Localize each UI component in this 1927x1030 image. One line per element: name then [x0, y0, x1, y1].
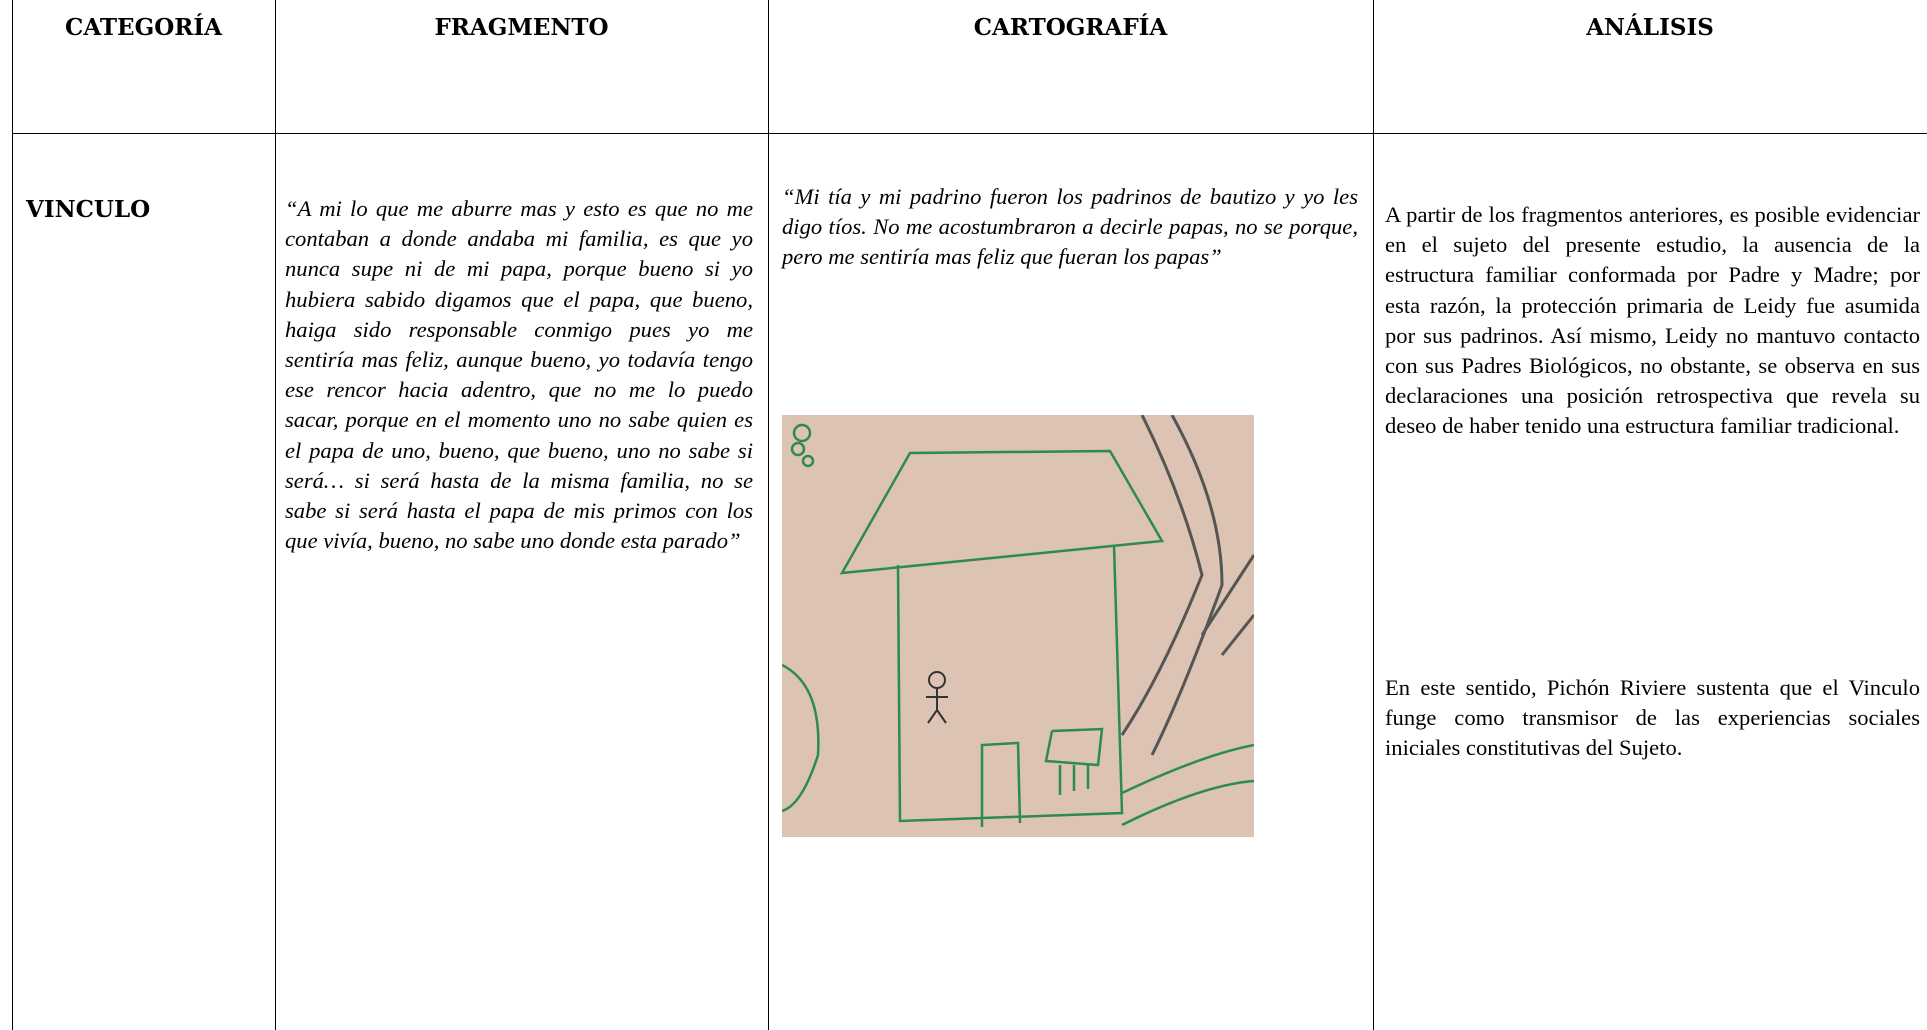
border	[12, 133, 1927, 134]
column-header: FRAGMENTO	[434, 14, 609, 41]
analysis-text: A partir de los fragmentos anteriores, e…	[1385, 202, 1920, 439]
border	[768, 0, 769, 1030]
cartography-text: “Mi tía y mi padrino fueron los padrinos…	[782, 184, 1358, 270]
analysis-text: En este sentido, Pichón Riviere sustenta…	[1385, 675, 1920, 761]
drawing	[782, 415, 1254, 837]
column-header: CATEGORÍA	[65, 14, 222, 41]
category: VINCULO	[26, 196, 151, 223]
border	[1373, 0, 1374, 1030]
fragment-text: “A mi lo que me aburre mas y esto es que…	[285, 196, 753, 554]
border	[12, 0, 13, 1030]
column-header: ANÁLISIS	[1586, 14, 1714, 41]
column-header: CARTOGRAFÍA	[973, 14, 1168, 41]
border	[275, 0, 276, 1030]
